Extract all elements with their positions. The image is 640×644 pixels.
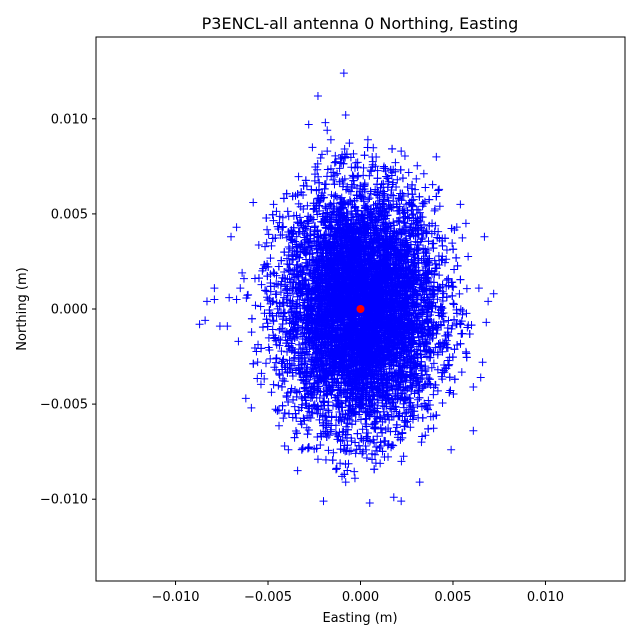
data-point — [332, 192, 341, 201]
data-point — [449, 299, 458, 308]
data-point — [359, 163, 368, 172]
data-point — [275, 421, 284, 430]
data-point — [267, 241, 276, 250]
data-point — [457, 368, 466, 377]
data-point — [429, 359, 438, 368]
data-point — [269, 380, 278, 389]
data-point — [372, 443, 381, 452]
data-points-layer — [195, 69, 498, 508]
data-point — [261, 359, 270, 368]
data-point — [251, 301, 260, 310]
data-point — [308, 215, 317, 224]
data-point — [266, 354, 275, 363]
data-point — [318, 150, 326, 159]
data-point — [260, 374, 269, 383]
data-point — [413, 401, 422, 410]
data-point — [391, 167, 400, 176]
data-point — [400, 151, 409, 160]
data-point — [313, 433, 322, 442]
data-point — [438, 399, 447, 408]
data-point — [253, 358, 262, 367]
data-point — [371, 459, 380, 468]
data-point — [276, 336, 285, 345]
data-point — [356, 445, 365, 454]
data-point — [393, 175, 402, 184]
data-point — [428, 180, 437, 189]
data-point — [429, 390, 438, 399]
data-point — [269, 216, 278, 225]
data-point — [421, 431, 430, 440]
data-point — [338, 436, 347, 445]
data-point — [278, 223, 287, 232]
data-point — [429, 424, 438, 433]
data-point — [336, 459, 345, 468]
data-point — [389, 178, 398, 187]
data-point — [341, 460, 350, 469]
data-point — [340, 145, 349, 154]
data-point — [269, 316, 278, 325]
data-point — [358, 449, 367, 458]
data-point — [294, 340, 303, 349]
data-point — [254, 241, 263, 250]
data-point — [316, 440, 325, 449]
data-point — [253, 374, 262, 383]
data-point — [442, 245, 451, 254]
data-point — [421, 183, 430, 192]
data-point — [345, 139, 354, 148]
data-point — [278, 230, 287, 239]
data-point — [277, 347, 286, 356]
chart-title: P3ENCL-all antenna 0 Northing, Easting — [202, 14, 519, 33]
data-point — [272, 207, 281, 216]
data-point — [290, 402, 299, 411]
data-point — [331, 191, 340, 200]
data-point — [433, 386, 442, 395]
data-point — [284, 212, 293, 221]
data-point — [430, 256, 439, 265]
data-point — [444, 316, 453, 325]
data-point — [435, 185, 444, 194]
data-point — [310, 176, 319, 185]
data-point — [463, 323, 472, 332]
data-point — [329, 175, 338, 184]
data-point — [435, 202, 444, 211]
data-point — [397, 457, 406, 466]
data-point — [256, 302, 265, 311]
data-point — [450, 265, 459, 274]
data-point — [304, 426, 313, 435]
data-point — [437, 256, 446, 265]
data-point — [458, 233, 467, 242]
data-point — [412, 369, 421, 378]
data-point — [331, 157, 340, 166]
data-point — [399, 452, 408, 461]
data-point — [294, 172, 303, 181]
data-point — [279, 414, 288, 423]
data-point — [420, 197, 429, 206]
data-point — [419, 169, 428, 178]
data-point — [357, 434, 366, 443]
data-point — [270, 269, 279, 278]
data-point — [258, 266, 267, 275]
data-point — [376, 413, 385, 422]
data-point — [291, 427, 300, 436]
data-point — [401, 212, 410, 221]
